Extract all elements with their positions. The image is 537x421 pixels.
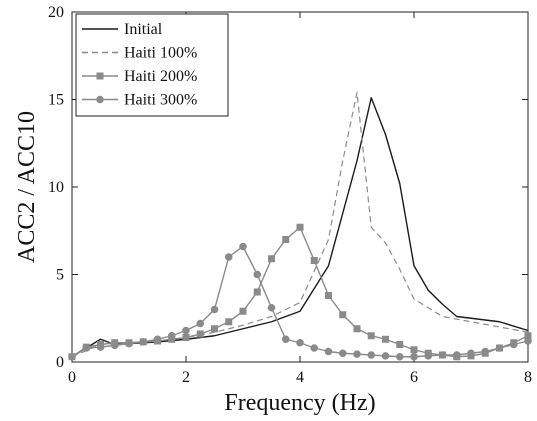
data-point [424,352,433,360]
data-point [495,344,504,352]
x-tick-label: 2 [182,369,190,386]
data-point [196,330,204,338]
data-point [296,338,304,347]
legend-label: Initial [124,21,163,38]
data-point [338,349,347,358]
data-point [182,326,190,335]
data-point [196,319,205,328]
data-point [324,347,333,356]
data-point [167,331,176,340]
legend-label: Haiti 300% [124,92,197,109]
data-point [395,352,404,361]
data-point [225,318,233,326]
data-point [224,253,233,261]
y-axis-title: ACC2 / ACC10 [14,111,40,263]
data-point [367,351,376,359]
data-point [452,351,461,359]
data-point [353,350,361,358]
legend-label: Haiti 200% [124,68,197,85]
data-point [481,347,490,356]
data-point [96,343,105,351]
data-point [310,344,319,352]
data-point [253,288,261,296]
data-point [267,303,276,312]
x-tick-label: 8 [524,369,532,386]
data-point [310,257,318,264]
data-point [282,236,290,243]
y-tick-label: 15 [48,92,64,109]
data-point [438,351,447,359]
data-point [353,325,361,333]
data-point [396,341,404,348]
x-tick-label: 4 [296,369,304,386]
y-tick-label: 5 [56,267,64,284]
data-point [253,270,262,279]
data-point [210,305,219,314]
data-point [467,349,475,358]
data-point [82,344,91,352]
data-point [268,255,275,263]
data-point [524,337,532,345]
data-point [153,335,162,344]
data-point [211,325,218,333]
y-tick-label: 10 [48,179,64,196]
data-point [68,352,76,361]
data-point [381,352,390,360]
data-point [509,340,518,349]
data-point [110,341,119,350]
data-point [382,335,389,343]
x-tick-label: 6 [410,369,418,386]
x-tick-label: 0 [68,369,76,386]
data-point [339,311,347,319]
data-point [296,223,304,231]
data-point [182,334,190,341]
data-point [239,307,247,315]
data-point [410,352,418,361]
data-point [96,95,104,104]
y-tick-label: 20 [48,4,64,21]
x-axis-title: Frequency (Hz) [224,390,375,416]
y-tick-label: 0 [56,354,64,371]
data-point [139,338,148,346]
data-point [125,339,133,348]
data-point [325,292,332,299]
data-point [367,332,375,340]
data-point [239,242,247,251]
data-point [281,335,290,344]
data-point [96,72,104,80]
data-point [410,346,418,354]
legend-label: Haiti 100% [124,45,197,62]
